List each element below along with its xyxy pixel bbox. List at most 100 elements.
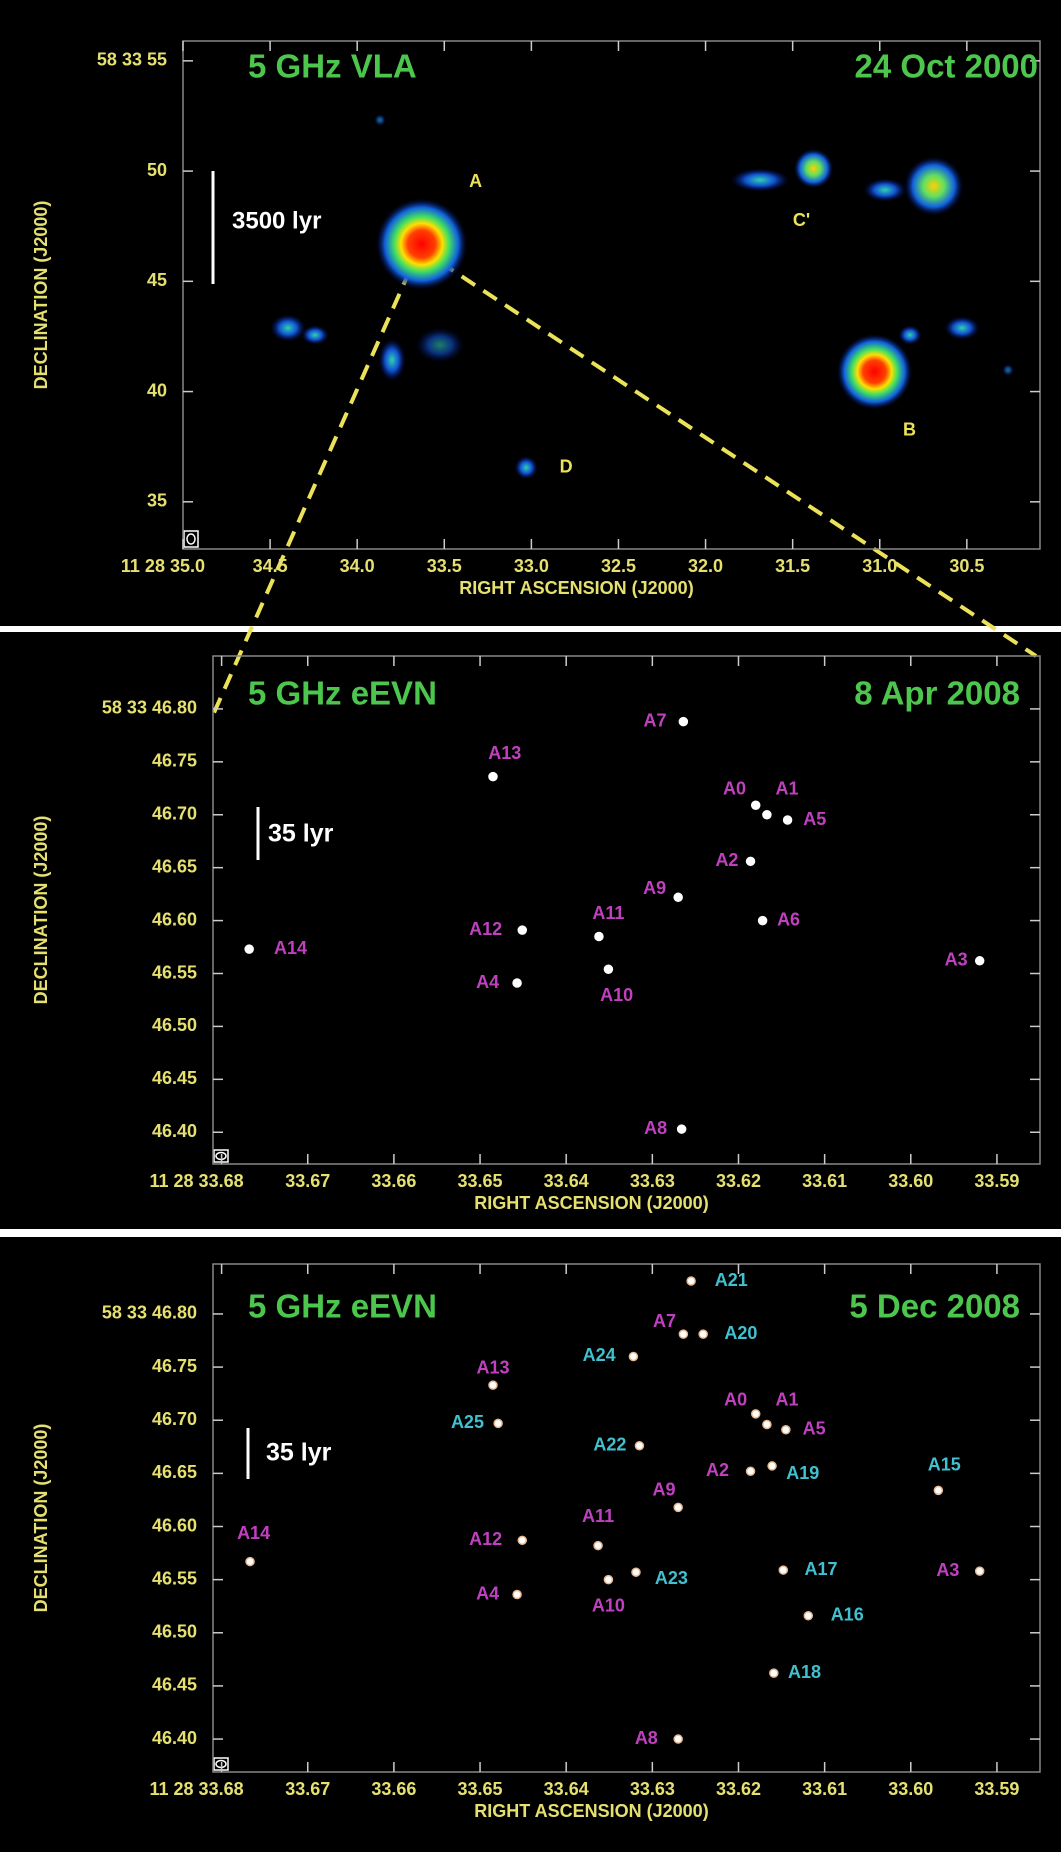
source-label: A22 bbox=[593, 1434, 626, 1454]
y-tick-label: 46.45 bbox=[152, 1675, 197, 1695]
panel-date: 24 Oct 2000 bbox=[855, 48, 1038, 85]
x-tick-label: 34.0 bbox=[340, 556, 375, 576]
x-tick-label: 31.5 bbox=[775, 556, 810, 576]
scale-bar-lines bbox=[211, 171, 260, 1479]
panel-title: 5 GHz eEVN bbox=[248, 1288, 437, 1325]
source-label: A4 bbox=[476, 972, 499, 992]
component bbox=[686, 1276, 696, 1286]
source-label: A24 bbox=[583, 1345, 616, 1365]
component bbox=[678, 716, 689, 727]
source-label: C' bbox=[793, 210, 810, 230]
source-label: A15 bbox=[928, 1454, 961, 1474]
x-tick-label: 33.65 bbox=[458, 1171, 503, 1191]
source-label: A8 bbox=[635, 1728, 658, 1748]
source-label: A8 bbox=[644, 1118, 667, 1138]
x-tick-label: 34.5 bbox=[253, 556, 288, 576]
zoom-lines bbox=[211, 260, 1038, 716]
x-tick-label: 33.63 bbox=[630, 1171, 675, 1191]
y-axis-label: DECLINATION (J2000) bbox=[31, 201, 51, 390]
y-tick-label: 46.40 bbox=[152, 1728, 197, 1748]
x-tick-label: 11 28 35.0 bbox=[121, 556, 205, 576]
x-axis-label: RIGHT ASCENSION (J2000) bbox=[474, 1801, 708, 1821]
component bbox=[512, 1589, 522, 1600]
component bbox=[803, 1611, 814, 1621]
component bbox=[594, 931, 604, 942]
source-label: A3 bbox=[936, 1560, 959, 1580]
y-tick-label: 58 33 46.80 bbox=[102, 1303, 197, 1323]
x-axis-label: RIGHT ASCENSION (J2000) bbox=[474, 1193, 708, 1213]
component bbox=[781, 1425, 791, 1435]
source-label: A0 bbox=[724, 1390, 747, 1410]
component bbox=[603, 964, 614, 975]
component bbox=[517, 1535, 528, 1546]
source-label: A14 bbox=[274, 938, 307, 958]
y-tick-label: 46.75 bbox=[152, 751, 197, 771]
scale-bar-label: 3500 lyr bbox=[232, 207, 321, 234]
faint-emission bbox=[270, 114, 1014, 382]
source-label: A17 bbox=[805, 1559, 838, 1579]
x-tick-label: 33.60 bbox=[888, 1779, 933, 1799]
source-label: A9 bbox=[653, 1480, 676, 1500]
component bbox=[517, 925, 528, 935]
source-label: A1 bbox=[775, 779, 798, 799]
panel-title: 5 GHz eEVN bbox=[248, 675, 437, 712]
source-label: A14 bbox=[237, 1523, 270, 1543]
scale-bar-label: 35 lyr bbox=[268, 820, 334, 848]
source bbox=[514, 455, 539, 480]
y-tick-label: 46.40 bbox=[152, 1121, 197, 1141]
panel-date: 8 Apr 2008 bbox=[854, 675, 1020, 712]
source-label: A10 bbox=[600, 985, 633, 1005]
panel-date: 5 Dec 2008 bbox=[849, 1288, 1020, 1325]
component bbox=[745, 856, 756, 867]
source-label: A25 bbox=[451, 1412, 484, 1432]
component bbox=[750, 1409, 761, 1419]
y-tick-label: 46.65 bbox=[152, 856, 197, 876]
x-tick-label: 32.5 bbox=[601, 556, 636, 576]
source bbox=[836, 333, 913, 410]
source-label: B bbox=[903, 419, 916, 439]
source-label: A11 bbox=[582, 1506, 614, 1526]
source-label: A20 bbox=[724, 1323, 757, 1343]
y-tick-label: 46.65 bbox=[152, 1462, 197, 1482]
panel-title: 5 GHz VLA bbox=[248, 48, 417, 85]
x-tick-label: 33.66 bbox=[371, 1171, 416, 1191]
y-tick-label: 50 bbox=[147, 160, 167, 180]
panel-bg bbox=[0, 1237, 1061, 1852]
y-tick-label: 40 bbox=[147, 380, 167, 400]
x-tick-label: 33.62 bbox=[716, 1171, 761, 1191]
source-label: A16 bbox=[831, 1605, 864, 1625]
component bbox=[782, 815, 793, 825]
x-tick-label: 33.61 bbox=[802, 1779, 847, 1799]
x-tick-label: 33.64 bbox=[544, 1171, 589, 1191]
source-label: A0 bbox=[723, 779, 746, 799]
source-label: A13 bbox=[476, 1357, 509, 1377]
y-tick-label: 45 bbox=[147, 270, 167, 290]
x-tick-label: 32.0 bbox=[688, 556, 723, 576]
component bbox=[678, 1329, 689, 1339]
component bbox=[628, 1351, 639, 1362]
component bbox=[245, 1556, 255, 1567]
x-tick-label: 33.67 bbox=[285, 1171, 330, 1191]
source-label: A6 bbox=[777, 909, 800, 929]
x-tick-label: 33.66 bbox=[371, 1779, 416, 1799]
source bbox=[375, 198, 468, 291]
x-tick-label: 33.59 bbox=[974, 1171, 1019, 1191]
component bbox=[698, 1329, 708, 1339]
x-tick-label: 33.65 bbox=[458, 1779, 503, 1799]
component bbox=[762, 810, 772, 820]
component bbox=[673, 1734, 683, 1744]
plot-frame bbox=[212, 655, 1041, 1165]
source-label: A7 bbox=[653, 1311, 676, 1331]
component bbox=[767, 1461, 777, 1471]
component bbox=[676, 1124, 687, 1134]
component bbox=[769, 1668, 779, 1678]
component bbox=[512, 978, 522, 988]
source-label: A12 bbox=[469, 919, 502, 939]
x-tick-label: 30.5 bbox=[949, 556, 984, 576]
y-tick-label: 35 bbox=[147, 491, 167, 511]
source bbox=[793, 148, 834, 189]
scale-bar-label: 35 lyr bbox=[266, 1439, 332, 1467]
x-tick-label: 33.0 bbox=[514, 556, 549, 576]
panel-bg bbox=[0, 0, 1061, 626]
